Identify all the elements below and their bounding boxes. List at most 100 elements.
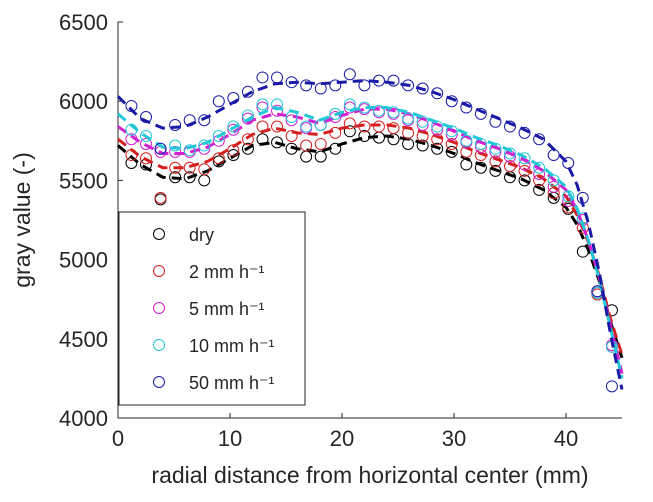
x-tick-label: 30 [442,426,466,451]
data-point [329,79,342,92]
data-point [271,136,284,149]
fit-line [117,107,624,374]
data-point [474,137,487,150]
data-point [460,134,473,147]
data-point [285,76,298,89]
y-tick-label: 6000 [59,89,108,114]
data-point [562,190,575,203]
data-point [402,79,415,92]
x-tick-label: 40 [554,426,578,451]
legend-marker [153,302,165,314]
data-point [402,112,415,125]
data-point [212,95,225,108]
data-point [431,120,444,133]
data-point [198,174,211,187]
data-point [504,160,516,173]
legend-box [118,211,306,406]
data-point [169,139,182,152]
data-point [533,133,546,146]
data-point [387,133,400,146]
data-point [518,164,531,177]
data-point [169,118,182,131]
data-point [445,128,458,141]
data-point [358,120,371,133]
data-point [358,101,371,114]
data-point [241,109,254,122]
data-point [547,187,560,200]
data-point [518,174,531,187]
data-point [504,147,516,160]
data-point [154,142,167,155]
data-point [474,107,487,120]
x-tick-label: 0 [112,426,124,451]
data-point [329,111,342,124]
data-point [285,111,298,124]
fit-line [117,123,624,356]
data-point [387,106,400,119]
data-point [576,245,589,258]
data-point [343,117,356,130]
y-tick-label: 6500 [59,10,108,35]
data-point [300,150,313,163]
data-point [358,79,371,92]
data-point [198,139,211,152]
data-point [518,152,531,165]
data-point [343,68,356,81]
data-point [431,87,444,100]
y-tick-label: 4500 [59,327,108,352]
data-point [256,71,269,84]
data-point [227,144,240,157]
data-point [343,101,356,114]
data-point [605,380,618,393]
data-point [474,141,487,154]
y-axis-label: gray value (-) [9,152,35,287]
data-point [533,168,546,181]
legend-label: 2 mm h⁻¹ [189,262,265,282]
data-point [285,142,298,155]
data-point [562,156,575,169]
data-point [183,171,196,184]
x-axis-label: radial distance from horizontal center (… [151,462,588,488]
data-point [227,92,240,105]
data-point [314,150,327,163]
y-tick-label: 5500 [59,168,108,193]
data-point [227,123,240,136]
data-point [518,126,531,139]
data-point [431,123,444,136]
data-point [140,152,152,165]
data-point [402,126,415,139]
data-point [212,155,225,168]
data-point [416,115,429,128]
data-point [256,98,269,111]
data-point [445,125,458,138]
data-point [416,139,429,152]
data-point [445,95,458,108]
data-point [329,126,342,139]
data-point [227,120,240,133]
legend-label: dry [189,225,214,245]
data-point [416,118,429,131]
data-point [314,118,327,131]
data-point [125,133,138,146]
legend-marker [153,228,165,240]
data-point [241,112,254,125]
data-point [140,130,152,143]
data-point [445,137,458,150]
data-point [169,145,182,158]
legend-marker [153,339,165,351]
data-point [125,156,138,169]
data-point [169,161,182,174]
data-point [489,115,502,128]
data-point [489,142,502,155]
data-point [533,161,546,174]
y-tick-label: 5000 [59,248,108,273]
data-point [343,125,356,138]
data-point [416,82,429,95]
data-point [183,161,196,174]
data-point [241,85,254,98]
data-point [314,82,327,95]
legend-marker [153,376,165,388]
data-point [445,145,458,158]
data-point [329,142,342,155]
